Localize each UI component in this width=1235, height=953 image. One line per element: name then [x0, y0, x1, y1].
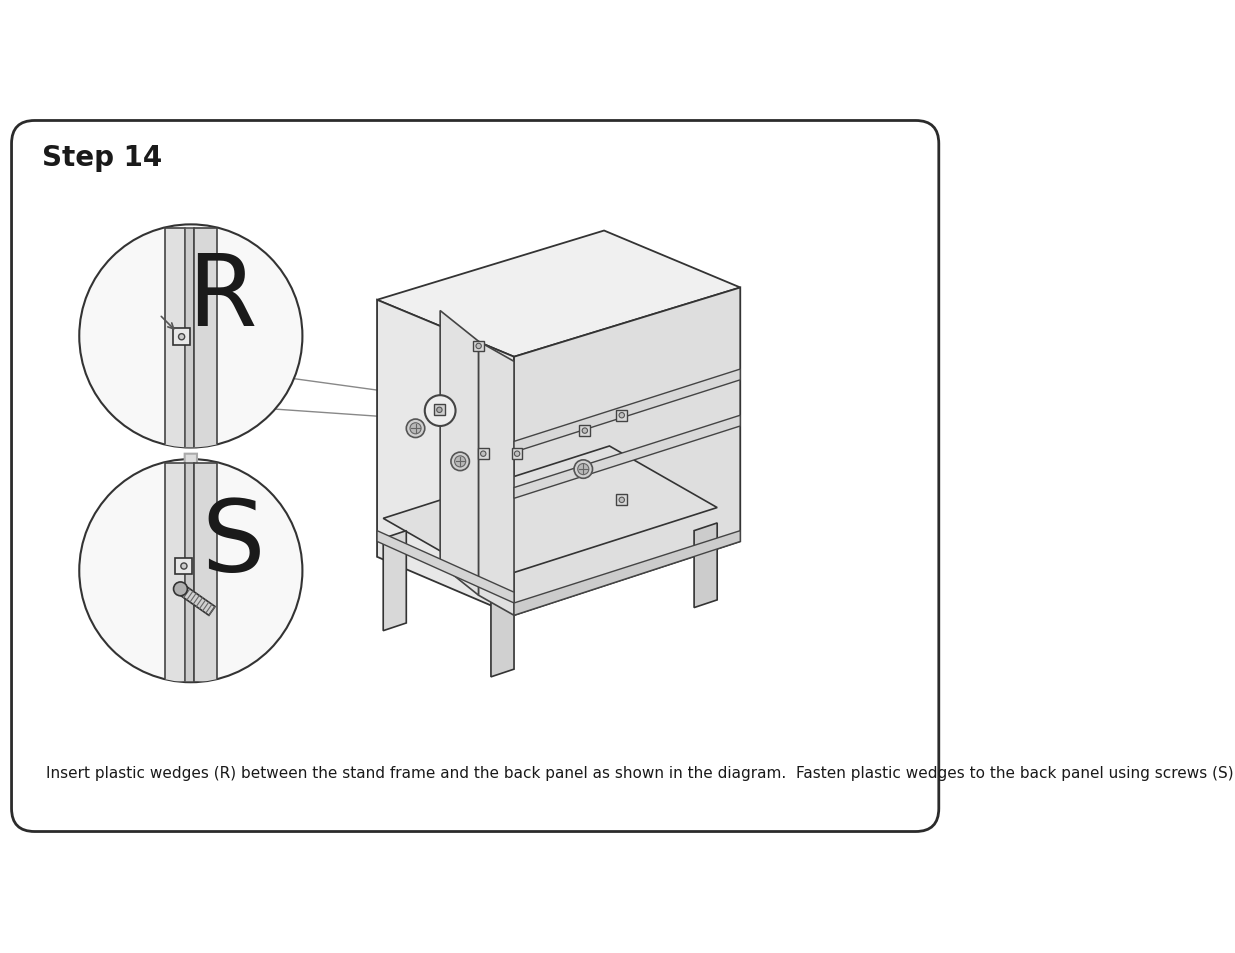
Polygon shape [377, 531, 514, 603]
Bar [185, 229, 194, 448]
Polygon shape [174, 455, 207, 496]
Text: Step 14: Step 14 [42, 144, 163, 172]
Polygon shape [492, 593, 514, 678]
Circle shape [574, 460, 593, 478]
Bar [165, 463, 185, 682]
Text: S: S [201, 496, 266, 593]
Bar [194, 229, 217, 448]
Bar [165, 229, 185, 448]
Circle shape [619, 413, 625, 418]
FancyBboxPatch shape [11, 121, 939, 832]
Polygon shape [383, 447, 718, 580]
Bar [473, 341, 484, 352]
Bar [511, 449, 522, 459]
Polygon shape [479, 342, 514, 616]
Polygon shape [514, 416, 740, 498]
Text: Insert plastic wedges (R) between the stand frame and the back panel as shown in: Insert plastic wedges (R) between the st… [46, 764, 1235, 780]
Circle shape [619, 497, 625, 503]
Bar [579, 426, 590, 436]
Circle shape [437, 408, 442, 413]
Bar [185, 463, 194, 682]
Circle shape [174, 582, 188, 597]
Circle shape [454, 456, 466, 467]
Circle shape [451, 453, 469, 471]
Polygon shape [514, 370, 740, 453]
Circle shape [406, 419, 425, 438]
Circle shape [410, 423, 421, 435]
Circle shape [480, 452, 485, 456]
Circle shape [425, 395, 456, 427]
Bar [433, 405, 445, 416]
Circle shape [79, 225, 303, 448]
Circle shape [578, 464, 589, 476]
Polygon shape [694, 523, 718, 608]
Bar [478, 449, 489, 459]
Polygon shape [377, 232, 740, 357]
Circle shape [180, 563, 186, 570]
Bar [173, 329, 190, 346]
Polygon shape [440, 312, 479, 596]
Polygon shape [377, 300, 514, 616]
Circle shape [515, 452, 520, 456]
Polygon shape [514, 288, 740, 616]
Bar [194, 463, 217, 682]
Bar [175, 558, 193, 575]
Bar [616, 411, 627, 421]
Bar [616, 495, 627, 506]
Circle shape [475, 344, 482, 350]
Polygon shape [514, 531, 740, 616]
Polygon shape [178, 585, 215, 616]
Circle shape [179, 335, 185, 340]
Circle shape [582, 429, 588, 434]
Circle shape [79, 459, 303, 682]
Text: R: R [186, 250, 257, 347]
Polygon shape [383, 531, 406, 631]
